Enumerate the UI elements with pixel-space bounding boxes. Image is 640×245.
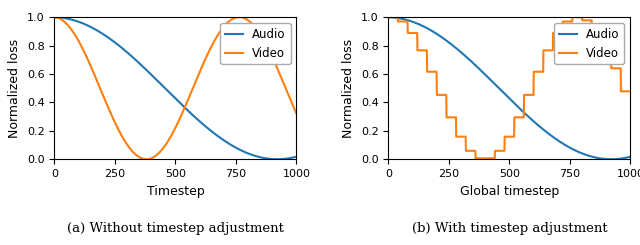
Y-axis label: Normalized loss: Normalized loss xyxy=(8,39,21,138)
Video xyxy=(573,16,581,19)
Video xyxy=(578,16,586,19)
Audio xyxy=(409,21,417,24)
Line: Audio: Audio xyxy=(388,17,630,159)
Audio xyxy=(385,16,392,19)
Audio xyxy=(148,74,156,77)
Video xyxy=(148,156,156,159)
Y-axis label: Normalized loss: Normalized loss xyxy=(342,39,355,138)
Audio xyxy=(244,152,252,155)
Video xyxy=(244,19,252,22)
Audio xyxy=(607,158,615,161)
Video xyxy=(551,32,559,35)
Audio xyxy=(573,150,581,153)
Line: Video: Video xyxy=(388,17,630,158)
Video xyxy=(492,149,499,152)
Audio xyxy=(491,83,499,86)
Video xyxy=(481,157,489,160)
Text: (a) Without timestep adjustment: (a) Without timestep adjustment xyxy=(67,222,284,235)
Video xyxy=(627,90,634,93)
Line: Video: Video xyxy=(54,17,296,159)
Audio xyxy=(627,155,634,158)
Video xyxy=(483,157,490,160)
Legend: Audio, Video: Audio, Video xyxy=(220,23,291,64)
Audio xyxy=(551,137,559,140)
Video xyxy=(157,149,165,152)
Audio xyxy=(76,21,83,24)
Video xyxy=(409,32,417,35)
Video xyxy=(292,112,300,115)
Audio xyxy=(273,158,281,161)
Audio xyxy=(292,155,300,158)
Video xyxy=(239,16,247,19)
Audio xyxy=(157,83,165,86)
Audio xyxy=(578,152,586,155)
Video xyxy=(217,29,225,32)
X-axis label: Global timestep: Global timestep xyxy=(460,184,559,197)
Video xyxy=(143,158,150,161)
Text: (b) With timestep adjustment: (b) With timestep adjustment xyxy=(412,222,607,235)
Audio xyxy=(239,150,247,153)
Legend: Audio, Video: Audio, Video xyxy=(554,23,625,64)
Line: Audio: Audio xyxy=(54,17,296,159)
Audio xyxy=(51,16,58,19)
X-axis label: Timestep: Timestep xyxy=(147,184,204,197)
Audio xyxy=(483,74,490,77)
Video xyxy=(76,40,83,43)
Audio xyxy=(217,137,225,140)
Video xyxy=(51,16,58,19)
Video xyxy=(385,16,392,19)
